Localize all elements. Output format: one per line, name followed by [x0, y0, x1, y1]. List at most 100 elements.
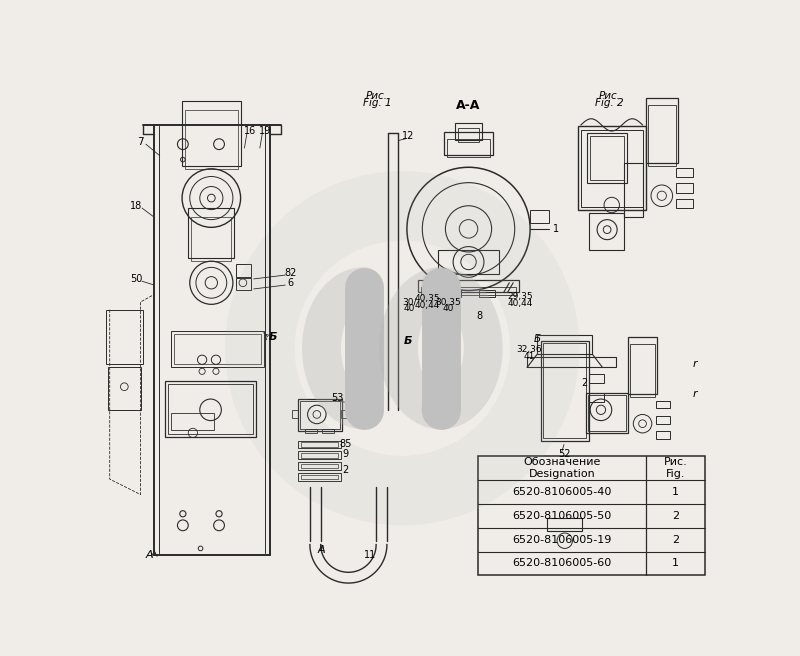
Bar — [298, 451, 341, 459]
Bar — [185, 110, 238, 169]
Bar — [444, 132, 493, 155]
Text: 12: 12 — [402, 131, 414, 142]
Text: 52: 52 — [558, 449, 571, 459]
Text: 41: 41 — [524, 352, 535, 361]
Text: 6520-8106005-19: 6520-8106005-19 — [512, 535, 611, 544]
Bar — [628, 337, 657, 394]
Text: А: А — [146, 550, 154, 560]
Bar — [656, 401, 670, 408]
Bar — [624, 163, 643, 217]
Bar — [165, 381, 256, 437]
Bar — [298, 441, 341, 448]
Text: 30/: 30/ — [402, 298, 417, 306]
Text: Б: Б — [534, 334, 541, 344]
Bar — [236, 278, 251, 291]
Text: 6520-8106005-60: 6520-8106005-60 — [512, 558, 611, 569]
Text: 16: 16 — [244, 126, 256, 136]
Bar — [590, 136, 624, 180]
Text: 50: 50 — [130, 274, 142, 284]
Bar — [171, 413, 214, 430]
Text: 82: 82 — [285, 268, 297, 277]
Bar — [578, 127, 646, 210]
Text: 7: 7 — [137, 137, 144, 147]
Text: 6520-8106005-50: 6520-8106005-50 — [512, 510, 611, 521]
Text: 2: 2 — [581, 378, 587, 388]
Bar — [586, 393, 628, 433]
Bar — [677, 199, 694, 208]
Text: Б: Б — [404, 335, 413, 346]
Bar — [306, 429, 317, 433]
Bar — [656, 416, 670, 424]
Text: 19: 19 — [259, 126, 271, 136]
Bar — [301, 442, 338, 447]
Text: 53: 53 — [331, 393, 344, 403]
Text: 8: 8 — [476, 311, 482, 321]
Text: 32,36: 32,36 — [517, 345, 542, 354]
Bar — [479, 291, 494, 297]
Bar — [438, 251, 499, 274]
Text: 1: 1 — [672, 558, 679, 569]
Text: 6520-8106005-40: 6520-8106005-40 — [512, 487, 611, 497]
Text: r: r — [693, 359, 698, 369]
Text: 40: 40 — [443, 304, 454, 314]
Text: А-А: А-А — [456, 99, 481, 112]
Bar — [677, 168, 694, 177]
Bar — [630, 344, 655, 397]
Bar — [174, 334, 261, 364]
Bar — [656, 432, 670, 439]
Bar — [322, 429, 334, 433]
Text: Fig. 1: Fig. 1 — [362, 98, 391, 108]
Text: 40,44: 40,44 — [507, 299, 533, 308]
Bar — [108, 367, 141, 410]
Bar — [171, 331, 264, 367]
Bar — [581, 129, 642, 207]
Text: Рис.: Рис. — [366, 91, 388, 100]
Bar — [589, 393, 604, 402]
Bar — [188, 208, 234, 258]
Bar — [587, 133, 627, 182]
Bar — [182, 101, 241, 166]
Text: 2: 2 — [672, 510, 679, 521]
Text: 40: 40 — [403, 304, 415, 314]
Text: 29,35: 29,35 — [507, 292, 533, 301]
Text: r: r — [693, 390, 698, 400]
Bar — [446, 291, 461, 297]
Bar — [168, 384, 253, 434]
Bar — [292, 410, 298, 417]
Text: 18: 18 — [130, 201, 142, 211]
Bar — [537, 335, 593, 354]
Text: Рис.
Fig.: Рис. Fig. — [663, 457, 687, 479]
Bar — [547, 518, 582, 531]
Bar — [543, 343, 586, 438]
Text: Fig. 2: Fig. 2 — [595, 98, 624, 108]
Bar — [541, 340, 589, 441]
Text: 2: 2 — [342, 465, 349, 475]
Bar — [458, 128, 479, 142]
Bar — [454, 123, 482, 140]
Bar — [418, 279, 519, 292]
Bar — [301, 474, 338, 479]
Bar — [590, 213, 624, 250]
Text: А: А — [318, 545, 326, 555]
Text: Рис.: Рис. — [598, 91, 621, 100]
Text: 40,44: 40,44 — [414, 300, 440, 310]
Text: 6: 6 — [287, 277, 294, 288]
Text: 9: 9 — [342, 449, 348, 459]
Text: Обозначение
Designation: Обозначение Designation — [523, 457, 601, 479]
Bar — [677, 184, 694, 193]
Bar — [588, 395, 626, 430]
Bar — [648, 105, 676, 166]
Text: Б: Б — [269, 332, 277, 342]
Bar — [300, 401, 340, 429]
Text: 11: 11 — [364, 550, 376, 560]
Text: 40,35: 40,35 — [414, 294, 440, 302]
Bar — [298, 462, 341, 470]
Bar — [298, 399, 342, 432]
Bar — [298, 473, 341, 481]
Bar — [301, 453, 338, 458]
Bar — [236, 264, 251, 277]
Text: 85: 85 — [339, 439, 351, 449]
Bar — [447, 139, 490, 157]
Bar — [301, 464, 338, 468]
Bar — [191, 217, 231, 261]
